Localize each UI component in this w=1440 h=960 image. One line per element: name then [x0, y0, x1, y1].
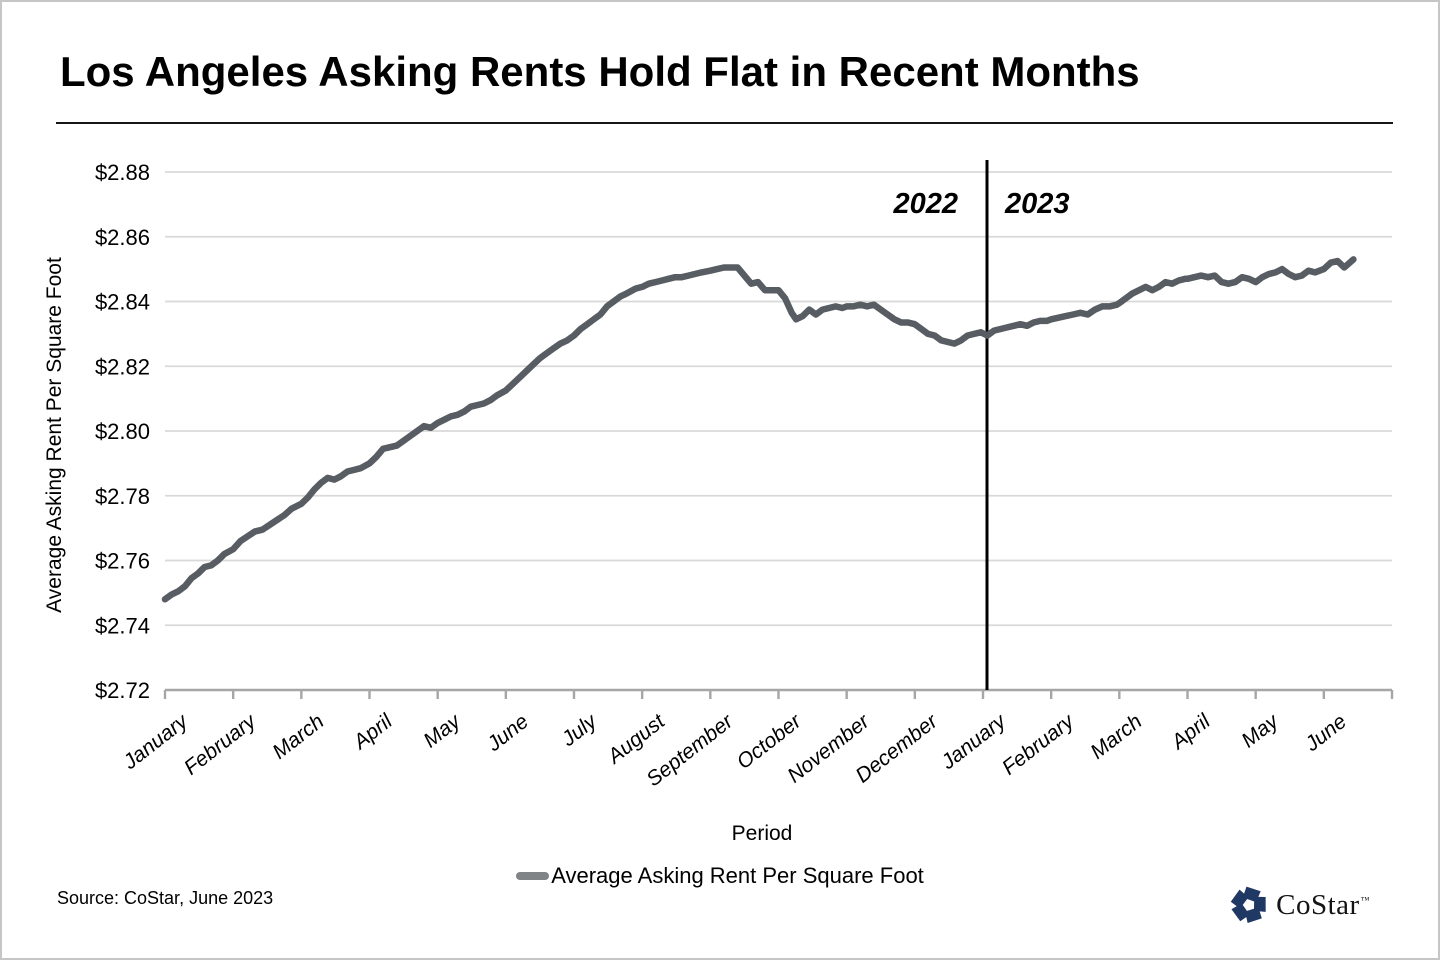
y-tick-label: $2.80	[95, 419, 150, 444]
pinwheel-blade	[1245, 907, 1262, 923]
x-tick-label: May	[419, 709, 466, 752]
y-tick-label: $2.84	[95, 290, 150, 315]
source-note: Source: CoStar, June 2023	[57, 888, 274, 908]
y-tick-label: $2.88	[95, 160, 150, 185]
y-tick-label: $2.72	[95, 678, 150, 703]
x-tick-label: April	[1166, 709, 1216, 755]
x-tick-label: March	[268, 710, 328, 764]
costar-wordmark: CoStar™	[1276, 888, 1370, 921]
year-label-2022: 2022	[893, 188, 958, 220]
chart-title: Los Angeles Asking Rents Hold Flat in Re…	[60, 48, 1140, 95]
trademark-symbol: ™	[1360, 894, 1370, 905]
x-tick-label: July	[557, 709, 603, 752]
x-tick-label: May	[1237, 709, 1284, 752]
legend: Average Asking Rent Per Square Foot	[2, 863, 1438, 889]
x-tick-label: February	[180, 709, 262, 780]
title-underline	[56, 122, 1393, 124]
y-tick-label: $2.76	[95, 549, 150, 574]
x-tick-label: June	[1300, 710, 1351, 757]
x-axis-title: Period	[731, 822, 793, 845]
x-tick-label: June	[482, 710, 533, 757]
y-tick-label: $2.82	[95, 354, 150, 379]
legend-label: Average Asking Rent Per Square Foot	[551, 863, 924, 888]
costar-logo: CoStar™	[1229, 885, 1370, 925]
y-tick-label: $2.86	[95, 225, 150, 250]
costar-pinwheel-icon	[1230, 886, 1266, 923]
legend-line-swatch	[516, 872, 550, 880]
pinwheel-blade	[1231, 903, 1250, 922]
x-tick-label: April	[348, 709, 398, 755]
x-tick-label: February	[998, 709, 1080, 780]
pinwheel-blade	[1230, 889, 1249, 909]
x-tick-label: March	[1086, 710, 1146, 764]
y-tick-label: $2.74	[95, 613, 150, 638]
rent-series-line	[161, 256, 1357, 603]
y-axis-title: Average Asking Rent Per Square Foot	[43, 257, 66, 613]
y-tick-label: $2.78	[95, 484, 150, 509]
year-label-2023: 2023	[1005, 188, 1070, 220]
